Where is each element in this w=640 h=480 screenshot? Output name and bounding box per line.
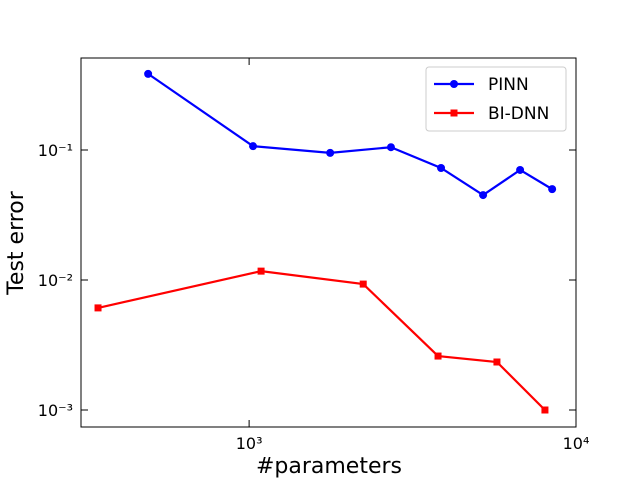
marker xyxy=(94,304,102,312)
x-axis-label: #parameters xyxy=(256,454,402,479)
marker xyxy=(249,142,258,151)
legend-label: PINN xyxy=(488,75,529,95)
legend-label: BI-DNN xyxy=(488,104,549,124)
y-tick-label: 10⁻³ xyxy=(38,401,73,420)
x-tick-label: 10⁴ xyxy=(563,434,590,453)
x-tick-label: 10³ xyxy=(236,434,263,453)
marker xyxy=(548,185,557,194)
marker xyxy=(434,352,442,360)
marker xyxy=(437,163,446,172)
marker xyxy=(144,69,153,78)
marker xyxy=(516,165,525,174)
y-axis-label: Test error xyxy=(4,190,29,296)
marker xyxy=(541,406,549,414)
marker xyxy=(359,280,367,288)
marker xyxy=(493,358,501,366)
y-tick-label: 10⁻¹ xyxy=(38,141,73,160)
line xyxy=(147,72,553,197)
y-tick-label: 10⁻² xyxy=(38,271,73,290)
marker xyxy=(257,267,265,275)
plot-frame xyxy=(80,57,577,428)
marker xyxy=(479,191,488,200)
legend-marker xyxy=(450,109,458,117)
marker xyxy=(386,143,395,152)
marker xyxy=(326,148,335,157)
line xyxy=(97,270,546,411)
legend-marker xyxy=(450,80,458,88)
